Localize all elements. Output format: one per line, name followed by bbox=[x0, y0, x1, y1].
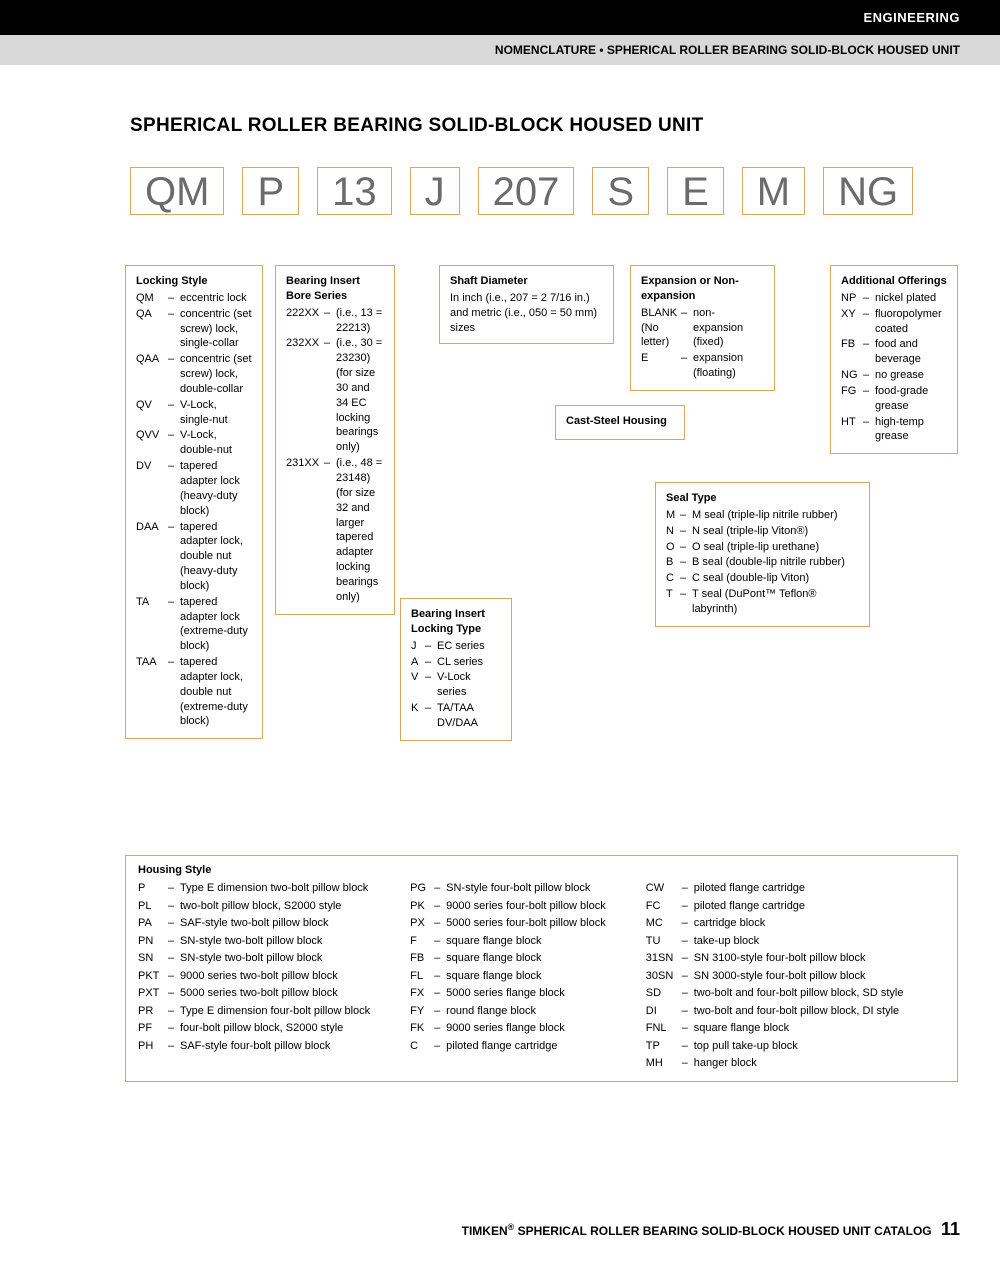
code-definition-row: DAA–tapered adapter lock, double nut (he… bbox=[136, 520, 252, 594]
code-definition-row: FX–5000 series flange block bbox=[410, 985, 606, 1002]
code-definition-row: DV–tapered adapter lock (heavy-duty bloc… bbox=[136, 459, 252, 518]
code-definition-row: FB–square flange block bbox=[410, 950, 606, 967]
code-definition-row: P–Type E dimension two-bolt pillow block bbox=[138, 880, 370, 897]
code-definition-row: NG–no grease bbox=[841, 368, 947, 383]
page-footer: TIMKEN® SPHERICAL ROLLER BEARING SOLID-B… bbox=[462, 1219, 960, 1240]
code-definition-row: QAA–concentric (set screw) lock, double-… bbox=[136, 352, 252, 397]
code-definition-row: QM–eccentric lock bbox=[136, 291, 252, 306]
header-category: ENGINEERING bbox=[0, 0, 1000, 35]
code-definition-row: B–B seal (double-lip nitrile rubber) bbox=[666, 555, 859, 570]
code-13: 13 bbox=[317, 167, 392, 215]
code-definition-row: TA–tapered adapter lock (extreme-duty bl… bbox=[136, 595, 252, 654]
page-title: SPHERICAL ROLLER BEARING SOLID-BLOCK HOU… bbox=[130, 115, 960, 137]
code-m: M bbox=[742, 167, 805, 215]
code-definition-row: T–T seal (DuPont™ Teflon® labyrinth) bbox=[666, 587, 859, 617]
code-definition-row: HT–high-temp grease bbox=[841, 415, 947, 445]
code-definition-row: E–expansion (floating) bbox=[641, 351, 764, 381]
code-definition-row: PF–four-bolt pillow block, S2000 style bbox=[138, 1020, 370, 1037]
code-definition-row: PA–SAF-style two-bolt pillow block bbox=[138, 915, 370, 932]
code-p: P bbox=[242, 167, 299, 215]
code-definition-row: MH–hanger block bbox=[646, 1055, 904, 1072]
code-definition-row: O–O seal (triple-lip urethane) bbox=[666, 540, 859, 555]
code-definition-row: NP–nickel plated bbox=[841, 291, 947, 306]
code-definition-row: QV–V-Lock, single-nut bbox=[136, 398, 252, 428]
code-definition-row: DI–two-bolt and four-bolt pillow block, … bbox=[646, 1003, 904, 1020]
code-definition-row: 30SN–SN 3000-style four-bolt pillow bloc… bbox=[646, 968, 904, 985]
code-definition-row: SN–SN-style two-bolt pillow block bbox=[138, 950, 370, 967]
expansion-box: Expansion or Non-expansion BLANK (No let… bbox=[630, 265, 775, 391]
code-definition-row: BLANK (No letter)–non-expansion (fixed) bbox=[641, 306, 764, 351]
code-definition-row: PH–SAF-style four-bolt pillow block bbox=[138, 1038, 370, 1055]
shaft-diameter-box: Shaft Diameter In inch (i.e., 207 = 2 7/… bbox=[439, 265, 614, 344]
code-definition-row: TU–take-up block bbox=[646, 933, 904, 950]
code-definition-row: TAA–tapered adapter lock, double nut (ex… bbox=[136, 655, 252, 729]
code-definition-row: PL–two-bolt pillow block, S2000 style bbox=[138, 898, 370, 915]
header-subtitle: NOMENCLATURE • SPHERICAL ROLLER BEARING … bbox=[0, 35, 1000, 65]
seal-type-box: Seal Type M–M seal (triple-lip nitrile r… bbox=[655, 482, 870, 627]
code-definition-row: FNL–square flange block bbox=[646, 1020, 904, 1037]
code-definition-row: TP–top pull take-up block bbox=[646, 1038, 904, 1055]
code-definition-row: FK–9000 series flange block bbox=[410, 1020, 606, 1037]
cast-steel-box: Cast-Steel Housing bbox=[555, 405, 685, 440]
code-definition-row: QVV–V-Lock, double-nut bbox=[136, 428, 252, 458]
nomenclature-code-row: QM P 13 J 207 S E M NG bbox=[130, 167, 960, 215]
code-definition-row: FY–round flange block bbox=[410, 1003, 606, 1020]
code-definition-row: 231XX–(i.e., 48 = 23148) (for size 32 an… bbox=[286, 456, 384, 604]
code-j: J bbox=[410, 167, 460, 215]
code-definition-row: PR–Type E dimension four-bolt pillow blo… bbox=[138, 1003, 370, 1020]
code-s: S bbox=[592, 167, 649, 215]
code-definition-row: J–EC series bbox=[411, 639, 501, 654]
code-definition-row: FG–food-grade grease bbox=[841, 384, 947, 414]
housing-style-box: Housing Style P–Type E dimension two-bol… bbox=[125, 855, 958, 1082]
code-definition-row: C–piloted flange cartridge bbox=[410, 1038, 606, 1055]
additional-box: Additional Offerings NP–nickel platedXY–… bbox=[830, 265, 958, 454]
code-definition-row: FL–square flange block bbox=[410, 968, 606, 985]
code-definition-row: PXT–5000 series two-bolt pillow block bbox=[138, 985, 370, 1002]
locking-style-box: Locking Style QM–eccentric lockQA–concen… bbox=[125, 265, 263, 739]
code-definition-row: CW–piloted flange cartridge bbox=[646, 880, 904, 897]
code-definition-row: FC–piloted flange cartridge bbox=[646, 898, 904, 915]
code-definition-row: SD–two-bolt and four-bolt pillow block, … bbox=[646, 985, 904, 1002]
code-definition-row: C–C seal (double-lip Viton) bbox=[666, 571, 859, 586]
code-definition-row: MC–cartridge block bbox=[646, 915, 904, 932]
code-definition-row: PX–5000 series four-bolt pillow block bbox=[410, 915, 606, 932]
code-definition-row: M–M seal (triple-lip nitrile rubber) bbox=[666, 508, 859, 523]
code-e: E bbox=[667, 167, 724, 215]
code-definition-row: 222XX–(i.e., 13 = 22213) bbox=[286, 306, 384, 336]
code-definition-row: QA–concentric (set screw) lock, single-c… bbox=[136, 307, 252, 352]
locking-type-box: Bearing Insert Locking Type J–EC seriesA… bbox=[400, 598, 512, 741]
code-definition-row: V–V-Lock series bbox=[411, 670, 501, 700]
code-definition-row: N–N seal (triple-lip Viton®) bbox=[666, 524, 859, 539]
code-definition-row: PK–9000 series four-bolt pillow block bbox=[410, 898, 606, 915]
code-definition-row: PN–SN-style two-bolt pillow block bbox=[138, 933, 370, 950]
bore-series-box: Bearing Insert Bore Series 222XX–(i.e., … bbox=[275, 265, 395, 615]
code-207: 207 bbox=[478, 167, 575, 215]
code-definition-row: XY–fluoropolymer coated bbox=[841, 307, 947, 337]
code-definition-row: PKT–9000 series two-bolt pillow block bbox=[138, 968, 370, 985]
code-definition-row: 232XX–(i.e., 30 = 23230) (for size 30 an… bbox=[286, 336, 384, 455]
code-definition-row: A–CL series bbox=[411, 655, 501, 670]
code-qm: QM bbox=[130, 167, 224, 215]
code-definition-row: PG–SN-style four-bolt pillow block bbox=[410, 880, 606, 897]
code-definition-row: 31SN–SN 3100-style four-bolt pillow bloc… bbox=[646, 950, 904, 967]
code-ng: NG bbox=[823, 167, 913, 215]
code-definition-row: FB–food and beverage bbox=[841, 337, 947, 367]
code-definition-row: K–TA/TAA DV/DAA bbox=[411, 701, 501, 731]
code-definition-row: F–square flange block bbox=[410, 933, 606, 950]
